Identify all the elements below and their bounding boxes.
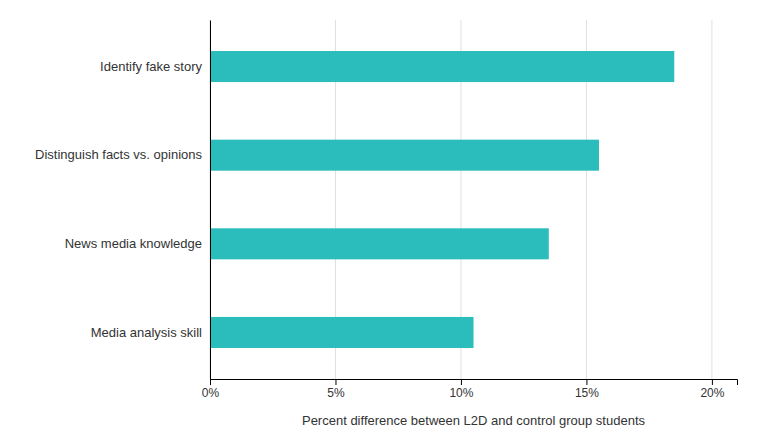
y-axis-line	[210, 21, 211, 380]
x-tick-mark	[335, 379, 336, 385]
bar	[210, 140, 599, 171]
x-tick: 0%	[202, 379, 220, 400]
y-axis: Identify fake story Distinguish facts vs.…	[35, 21, 210, 380]
y-tick-label: Distinguish facts vs. opinions	[35, 147, 202, 162]
plot: 0% 5% 10% 15% 20% Identify fake story Distingu…	[35, 20, 737, 400]
x-tick-mark	[586, 379, 587, 385]
x-tick-label: 5%	[327, 386, 345, 400]
x-tick: 10%	[449, 379, 473, 400]
y-tick: News media knowledge	[65, 236, 210, 251]
bar	[210, 228, 549, 259]
grid-line	[711, 20, 712, 379]
x-tick-mark	[210, 379, 211, 385]
x-tick-label: 20%	[700, 386, 724, 400]
y-tick-label: News media knowledge	[65, 236, 202, 251]
y-tick-label: Media analysis skill	[91, 325, 202, 340]
x-axis-title: Percent difference between L2D and contr…	[302, 413, 646, 428]
x-tick-mark	[461, 379, 462, 385]
x-axis-line	[211, 380, 738, 386]
y-tick: Identify fake story	[100, 59, 210, 74]
x-tick: 20%	[700, 379, 724, 400]
bar	[210, 317, 474, 348]
x-tick-label: 15%	[575, 386, 599, 400]
y-tick: Media analysis skill	[91, 325, 210, 340]
y-tick-label: Identify fake story	[100, 59, 202, 74]
x-tick: 15%	[575, 379, 599, 400]
x-tick: 5%	[327, 379, 345, 400]
chart: 0% 5% 10% 15% 20% Identify fake story Distingu…	[0, 0, 767, 443]
y-tick: Distinguish facts vs. opinions	[35, 147, 210, 162]
x-tick-mark	[712, 379, 713, 385]
bar	[210, 51, 674, 82]
bars	[210, 51, 674, 348]
x-tick-label: 0%	[202, 386, 220, 400]
grid-line	[210, 20, 211, 379]
x-axis: 0% 5% 10% 15% 20%	[202, 379, 738, 400]
grid	[210, 20, 712, 379]
x-tick-label: 10%	[449, 386, 473, 400]
